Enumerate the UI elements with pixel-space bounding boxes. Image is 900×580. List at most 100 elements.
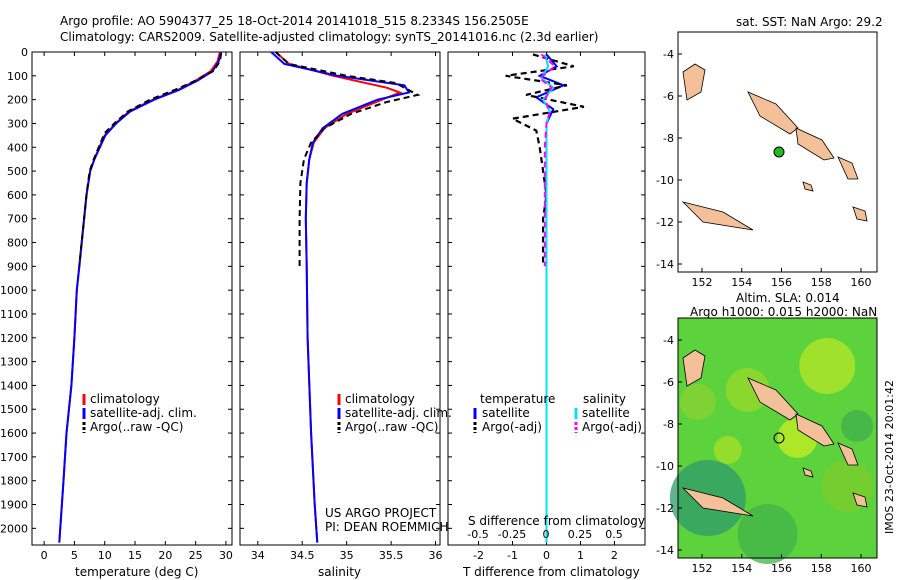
temp-legend-climatology: climatology bbox=[90, 392, 160, 406]
diff-legend-t-title: temperature bbox=[480, 392, 556, 406]
x-tick-label: 5 bbox=[71, 549, 78, 562]
lat-tick-label: -8 bbox=[663, 132, 674, 145]
lat-tick-label: -12 bbox=[656, 502, 674, 515]
depth-tick-label: 1000 bbox=[0, 284, 28, 297]
temp-legend-argo: Argo(..raw -QC) bbox=[90, 420, 184, 434]
s-tick-label: 0 bbox=[543, 528, 550, 541]
s-tick-label: 0.5 bbox=[605, 528, 623, 541]
lon-tick-label: 154 bbox=[731, 276, 752, 289]
depth-tick-label: 1500 bbox=[0, 403, 28, 416]
map-top-title: sat. SST: NaN Argo: 29.2 bbox=[736, 15, 883, 29]
island bbox=[681, 487, 754, 517]
lat-tick-label: -6 bbox=[663, 376, 674, 389]
map-bottom-title-1: Altim. SLA: 0.014 bbox=[736, 291, 840, 305]
x-tick-label: 20 bbox=[158, 549, 172, 562]
series-line-4 bbox=[538, 53, 557, 267]
depth-tick-label: 700 bbox=[7, 213, 28, 226]
island bbox=[795, 413, 835, 447]
depth-tick-label: 1700 bbox=[0, 451, 28, 464]
lat-tick-label: -12 bbox=[656, 216, 674, 229]
sal-xlabel: salinity bbox=[318, 565, 362, 579]
depth-tick-label: 500 bbox=[7, 165, 28, 178]
series-line-2 bbox=[270, 51, 411, 543]
series-line-3 bbox=[78, 53, 223, 267]
lon-tick-label: 152 bbox=[692, 276, 713, 289]
sla-map-panel: -4 -6 -8 -10 -12 -14 152 154 156 158 160 bbox=[656, 317, 878, 575]
footer-timestamp: IMOS 23-Oct-2014 20:01:42 bbox=[883, 380, 896, 535]
lat-tick-label: -10 bbox=[656, 460, 674, 473]
temperature-panel: 0100200300400500600700800900100011001200… bbox=[0, 46, 233, 562]
diff-legend-s-title: salinity bbox=[583, 392, 627, 406]
depth-tick-label: 100 bbox=[7, 70, 28, 83]
s-difference-label: S difference from climatology bbox=[468, 514, 645, 528]
pi-label: PI: DEAN ROEMMICH bbox=[325, 520, 449, 534]
salinity-panel: 34 34.5 35 35.5 36 bbox=[239, 51, 443, 562]
depth-tick-label: 2000 bbox=[0, 522, 28, 535]
argo-float-marker bbox=[773, 432, 785, 444]
sla-anomaly-blob bbox=[799, 338, 856, 394]
plot-frame bbox=[239, 51, 441, 546]
plot-frame bbox=[31, 51, 233, 546]
x-tick-label: 36 bbox=[429, 549, 443, 562]
difference-panel: -2 -1 0 1 2 -0.5 -0.25 0 0.25 0.5 bbox=[447, 51, 646, 562]
diff-legend-s-satellite: satellite bbox=[582, 406, 630, 420]
diff-legend-s-argo: Argo(-adj) bbox=[582, 420, 642, 434]
lat-tick-label: -4 bbox=[663, 48, 674, 61]
depth-tick-label: 800 bbox=[7, 237, 28, 250]
x-tick-label: 2 bbox=[611, 549, 618, 562]
depth-tick-label: 1600 bbox=[0, 427, 28, 440]
depth-tick-label: 600 bbox=[7, 189, 28, 202]
depth-tick-label: 1400 bbox=[0, 379, 28, 392]
lon-tick-label: 154 bbox=[731, 562, 752, 575]
lon-tick-label: 158 bbox=[811, 562, 832, 575]
s-tick-label: -0.25 bbox=[498, 528, 526, 541]
map-bottom-title-2: Argo h1000: 0.015 h2000: NaN bbox=[690, 305, 878, 319]
argo-float-marker bbox=[773, 146, 785, 158]
x-tick-label: 35 bbox=[340, 549, 354, 562]
lat-tick-label: -10 bbox=[656, 174, 674, 187]
island bbox=[852, 206, 868, 222]
x-tick-label: 0 bbox=[543, 549, 550, 562]
x-tick-label: -1 bbox=[507, 549, 518, 562]
lat-tick-label: -8 bbox=[663, 418, 674, 431]
lon-tick-label: 160 bbox=[851, 562, 872, 575]
header-line-2: Climatology: CARS2009. Satellite-adjuste… bbox=[60, 30, 599, 44]
island bbox=[837, 442, 859, 466]
island bbox=[802, 467, 814, 478]
diff-legend-t-satellite: satellite bbox=[482, 406, 530, 420]
sla-anomaly-blob bbox=[725, 368, 770, 412]
x-tick-label: 35.5 bbox=[379, 549, 404, 562]
map-frame bbox=[677, 31, 878, 273]
island bbox=[681, 201, 754, 231]
sst-map-panel: -4 -6 -8 -10 -12 -14 152 154 156 158 160 bbox=[656, 31, 878, 289]
depth-tick-label: 1900 bbox=[0, 499, 28, 512]
lat-tick-label: -6 bbox=[663, 90, 674, 103]
lat-tick-label: -14 bbox=[656, 544, 674, 557]
lon-tick-label: 160 bbox=[851, 276, 872, 289]
diff-legend-t-argo: Argo(-adj) bbox=[482, 420, 542, 434]
sla-anomaly-blob bbox=[679, 384, 716, 420]
depth-tick-label: 1300 bbox=[0, 356, 28, 369]
island bbox=[747, 377, 799, 421]
depth-tick-label: 300 bbox=[7, 117, 28, 130]
series-line-3 bbox=[274, 51, 421, 267]
sal-legend-climatology: climatology bbox=[345, 392, 415, 406]
depth-tick-label: 400 bbox=[7, 141, 28, 154]
lat-tick-label: -4 bbox=[663, 334, 674, 347]
diff-xlabel: T difference from climatology bbox=[463, 565, 640, 579]
sal-legend-argo: Argo(..raw -QC) bbox=[345, 420, 439, 434]
x-tick-label: 30 bbox=[219, 549, 233, 562]
lon-tick-label: 152 bbox=[692, 562, 713, 575]
temp-xlabel: temperature (deg C) bbox=[75, 565, 199, 579]
depth-tick-label: 1200 bbox=[0, 332, 28, 345]
island bbox=[852, 492, 868, 508]
sal-legend-satellite: satellite-adj. clim. bbox=[345, 406, 452, 420]
x-tick-label: -2 bbox=[473, 549, 484, 562]
island bbox=[795, 127, 835, 161]
lon-tick-label: 158 bbox=[811, 276, 832, 289]
x-tick-label: 25 bbox=[189, 549, 203, 562]
x-tick-label: 1 bbox=[577, 549, 584, 562]
depth-tick-label: 1100 bbox=[0, 308, 28, 321]
x-tick-label: 10 bbox=[98, 549, 112, 562]
